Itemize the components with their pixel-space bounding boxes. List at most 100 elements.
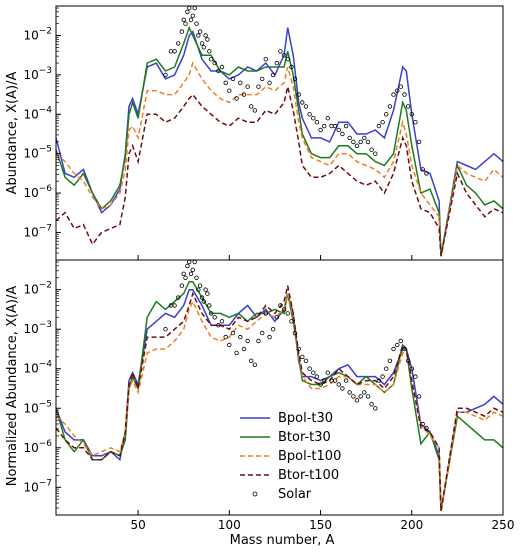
solar-point [234, 96, 239, 101]
legend: Bpol-t30 Btor-t30 Bpol-t100 Btor-t100 Solar [240, 411, 341, 502]
solar-point [192, 6, 197, 11]
solar-point [223, 334, 228, 340]
solar-point [270, 72, 276, 78]
y-tick-label: 10−6 [23, 184, 52, 200]
solar-point [395, 342, 400, 348]
solar-point [278, 49, 283, 54]
solar-point [181, 271, 186, 276]
solar-point [208, 57, 214, 62]
solar-point [181, 17, 186, 22]
solar-point [163, 327, 168, 332]
series-line-bpol-t30 [56, 27, 503, 257]
solar-point [303, 358, 309, 363]
legend-label: Btor-t30 [278, 430, 331, 445]
solar-point [163, 72, 168, 78]
solar-point [365, 394, 371, 399]
solar-point [300, 100, 305, 105]
x-tick-label: 100 [218, 518, 241, 532]
solar-point [347, 390, 352, 395]
solar-point [325, 370, 330, 375]
solar-point [314, 119, 320, 125]
solar-point [318, 127, 323, 133]
solar-point [416, 394, 422, 399]
solar-point [362, 390, 367, 395]
solar-point [207, 49, 212, 54]
solar-point [387, 358, 393, 363]
series-line-btor-t30 [56, 280, 503, 512]
y-axis-label-top: Abundance, X(A)/A [5, 72, 20, 195]
solar-point [216, 68, 221, 74]
solar-point [362, 135, 367, 141]
y-tick-label: 10−2 [23, 281, 52, 297]
solar-point [311, 370, 316, 375]
solar-point [260, 330, 265, 336]
solar-point [188, 17, 194, 22]
solar-point [194, 21, 199, 26]
x-tick-label: 200 [400, 518, 423, 532]
solar-point [263, 311, 268, 316]
y-tick-label: 10−4 [23, 105, 52, 121]
solar-point [292, 330, 298, 336]
solar-point [311, 115, 316, 121]
solar-point [248, 358, 254, 363]
solar-point [307, 112, 312, 117]
solar-point [185, 9, 190, 15]
solar-point [343, 378, 349, 383]
solar-point [252, 362, 258, 367]
solar-point [267, 334, 272, 340]
y-tick-label: 10−5 [23, 145, 52, 161]
y-tick-label: 10−7 [23, 223, 52, 239]
x-tick-label: 250 [492, 518, 515, 532]
solar-point [358, 394, 363, 399]
solar-point [172, 49, 177, 54]
legend-label: Bpol-t100 [278, 449, 341, 464]
solar-point [354, 143, 360, 148]
solar-point [402, 346, 407, 352]
y-tick-label: 10−7 [23, 478, 52, 494]
solar-point [351, 139, 356, 145]
solar-point [183, 275, 188, 280]
solar-point [395, 88, 400, 93]
solar-point [230, 76, 236, 82]
solar-point [354, 398, 360, 403]
y-tick-label: 10−2 [23, 27, 52, 43]
solar-point [391, 92, 396, 97]
solar-point [179, 29, 185, 34]
solar-point [380, 374, 385, 379]
solar-point [212, 60, 217, 66]
legend-label: Btor-t100 [278, 468, 339, 483]
solar-point [376, 123, 382, 129]
solar-point [212, 315, 217, 320]
solar-point [230, 330, 236, 336]
solar-point [197, 283, 203, 288]
panel-frame [55, 259, 504, 516]
solar-point [172, 303, 177, 308]
solar-point [373, 406, 378, 411]
plot-area [56, 260, 503, 512]
solar-point [274, 60, 279, 66]
y-tick-label: 10−3 [23, 66, 52, 82]
solar-point [270, 327, 276, 332]
y-tick-label: 10−4 [23, 360, 52, 376]
solar-point [340, 386, 345, 391]
solar-point [190, 267, 195, 273]
solar-point [216, 323, 221, 328]
solar-point [336, 382, 341, 387]
solar-point [292, 76, 298, 82]
solar-point [197, 29, 203, 34]
legend-label: Bpol-t30 [278, 411, 333, 426]
solar-point [205, 291, 210, 296]
y-tick-label: 10−5 [23, 399, 52, 415]
solar-point [384, 366, 389, 371]
solar-point [289, 64, 294, 70]
y-tick-label: 10−6 [23, 439, 52, 455]
solar-point [336, 127, 341, 133]
solar-point [424, 171, 429, 176]
x-tick-label: 150 [309, 518, 332, 532]
solar-point [223, 80, 228, 85]
solar-point [322, 123, 327, 129]
solar-point [373, 151, 378, 156]
solar-point [387, 104, 393, 109]
y-tick-label: 10−3 [23, 320, 52, 336]
